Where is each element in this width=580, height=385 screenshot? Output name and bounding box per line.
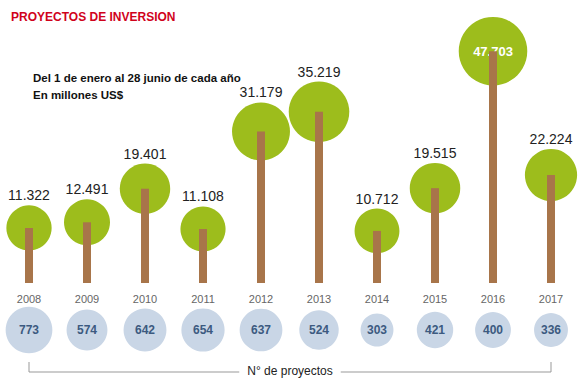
svg-text:421: 421: [425, 323, 445, 337]
svg-text:2015: 2015: [423, 293, 447, 305]
svg-text:En millones US$: En millones US$: [33, 89, 124, 101]
svg-text:2013: 2013: [307, 293, 331, 305]
svg-text:574: 574: [77, 323, 97, 337]
svg-text:2017: 2017: [539, 293, 563, 305]
svg-text:31.179: 31.179: [240, 84, 283, 100]
svg-text:654: 654: [193, 323, 213, 337]
svg-text:400: 400: [483, 323, 503, 337]
svg-text:11.322: 11.322: [8, 187, 50, 203]
svg-text:10.712: 10.712: [356, 191, 399, 207]
svg-text:336: 336: [541, 323, 561, 337]
svg-text:2009: 2009: [75, 293, 99, 305]
svg-text:2008: 2008: [17, 293, 41, 305]
svg-text:2014: 2014: [365, 293, 389, 305]
svg-text:303: 303: [367, 323, 387, 337]
svg-text:2010: 2010: [133, 293, 157, 305]
svg-text:524: 524: [309, 323, 329, 337]
svg-text:Del 1 de enero al 28 junio de: Del 1 de enero al 28 junio de cada año: [33, 72, 241, 84]
svg-text:773: 773: [19, 323, 39, 337]
svg-text:19.515: 19.515: [414, 145, 457, 161]
svg-text:47.703: 47.703: [473, 43, 513, 59]
svg-text:637: 637: [251, 323, 271, 337]
svg-text:35.219: 35.219: [298, 64, 341, 80]
svg-text:19.401: 19.401: [124, 146, 167, 162]
svg-text:22.224: 22.224: [530, 131, 573, 147]
svg-text:2016: 2016: [481, 293, 505, 305]
svg-text:2012: 2012: [249, 293, 273, 305]
svg-text:PROYECTOS DE INVERSION: PROYECTOS DE INVERSION: [11, 10, 175, 24]
svg-text:11.108: 11.108: [182, 188, 224, 204]
svg-text:12.491: 12.491: [66, 181, 109, 197]
svg-text:2011: 2011: [191, 293, 215, 305]
svg-text:N° de proyectos: N° de proyectos: [247, 364, 333, 378]
svg-text:642: 642: [135, 323, 155, 337]
